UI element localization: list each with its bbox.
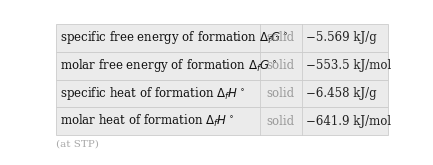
Bar (56, 24, 388, 51)
Text: solid: solid (267, 87, 295, 100)
Text: (at STP): (at STP) (56, 139, 99, 148)
Text: −553.5 kJ/mol: −553.5 kJ/mol (306, 59, 391, 72)
Text: solid: solid (267, 59, 295, 72)
Text: specific free energy of formation $\Delta_f G^\circ$: specific free energy of formation $\Delt… (60, 29, 288, 46)
Text: solid: solid (267, 115, 295, 128)
Text: −5.569 kJ/g: −5.569 kJ/g (306, 31, 376, 44)
Text: molar free energy of formation $\Delta_f G^\circ$: molar free energy of formation $\Delta_f… (60, 57, 277, 74)
Text: −641.9 kJ/mol: −641.9 kJ/mol (306, 115, 391, 128)
Text: specific heat of formation $\Delta_f H^\circ$: specific heat of formation $\Delta_f H^\… (60, 85, 245, 102)
Text: −6.458 kJ/g: −6.458 kJ/g (306, 87, 376, 100)
Text: solid: solid (267, 31, 295, 44)
Bar (56, 107, 388, 135)
Bar (56, 51, 388, 80)
Text: molar heat of formation $\Delta_f H^\circ$: molar heat of formation $\Delta_f H^\cir… (60, 113, 234, 130)
Bar (56, 80, 388, 107)
